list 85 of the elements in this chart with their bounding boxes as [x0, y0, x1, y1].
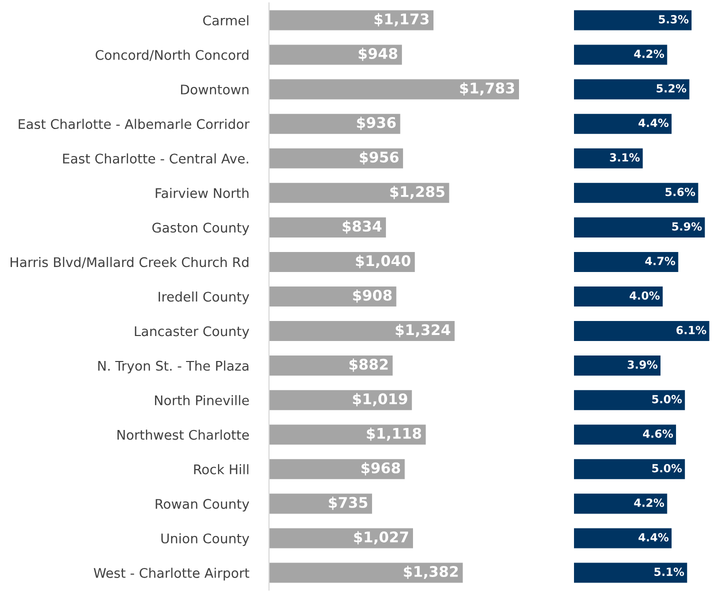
bar: [574, 10, 692, 30]
data-label: $1,040: [356, 254, 410, 268]
data-label: 5.1%: [654, 568, 684, 576]
bar: [574, 217, 705, 238]
bar: [574, 252, 678, 272]
data-label: 4.4%: [638, 118, 669, 128]
y-tick-label: Northwest Charlotte: [118, 430, 249, 440]
data-label: 4.0%: [630, 291, 660, 300]
bar: [269, 182, 450, 203]
data-label: $1,382: [404, 566, 458, 579]
data-label: 5.2%: [656, 84, 686, 93]
data-label: 4.2%: [634, 50, 664, 58]
y-tick-label: Downtown: [181, 84, 248, 94]
data-label: $1,324: [396, 324, 450, 338]
data-label: 4.2%: [634, 498, 664, 507]
bar: [269, 528, 413, 548]
y-tick-label: North Pineville: [155, 395, 249, 406]
data-label: 6.1%: [676, 326, 706, 334]
data-label: $1,783: [460, 82, 514, 96]
data-label: $968: [362, 462, 400, 476]
data-label: 4.7%: [645, 256, 676, 266]
data-label: 5.0%: [652, 394, 682, 404]
data-label: $882: [349, 358, 388, 372]
bar: [269, 356, 393, 376]
bar: [574, 356, 660, 376]
y-tick-label: Rock Hill: [194, 464, 248, 474]
bar: [574, 528, 672, 548]
data-label: 5.3%: [658, 15, 688, 24]
y-tick-label: N. Tryon St. - The Plaza: [98, 360, 248, 374]
data-label: $1,027: [354, 531, 408, 544]
y-tick-label: Fairview North: [156, 188, 248, 198]
data-label: $1,118: [366, 428, 422, 441]
y-tick-label: Lancaster County: [134, 326, 250, 339]
bar: [574, 562, 688, 583]
data-label: $908: [353, 289, 392, 303]
data-label: $1,173: [374, 13, 429, 26]
bar: [269, 114, 400, 134]
bar: [574, 321, 710, 342]
bar: [269, 286, 396, 307]
data-label: $936: [357, 116, 396, 130]
bar: [269, 321, 455, 342]
y-tick-label: Carmel: [203, 15, 248, 26]
y-tick-label: East Charlotte - Central Ave.: [63, 153, 248, 164]
y-tick-label: Iredell County: [158, 291, 250, 304]
data-label: 4.4%: [638, 533, 669, 542]
data-label: 5.9%: [672, 222, 702, 231]
bar: [269, 494, 372, 514]
data-label: 3.1%: [610, 153, 640, 162]
data-label: $834: [342, 220, 382, 234]
bar: [269, 424, 426, 445]
bar: [574, 459, 685, 480]
data-label: $956: [360, 151, 399, 165]
data-label: 3.9%: [628, 360, 658, 369]
bar: [269, 459, 405, 480]
data-label: 5.0%: [652, 464, 682, 472]
bar: [269, 217, 386, 238]
bar: [574, 114, 672, 134]
bar: [574, 182, 698, 203]
bar: [269, 252, 415, 272]
bar: [574, 286, 663, 307]
bar: [574, 424, 676, 445]
data-label: 4.6%: [643, 429, 673, 438]
bar: [574, 494, 668, 514]
bar: [269, 390, 412, 410]
data-label: $948: [358, 48, 398, 61]
bar: [269, 562, 463, 583]
bar: [269, 148, 404, 168]
data-label: $1,285: [390, 186, 444, 200]
bar: [269, 44, 402, 65]
bar: [574, 79, 690, 100]
data-label: $735: [328, 496, 368, 510]
y-tick-label: Union County: [161, 533, 250, 546]
y-tick-label: Gaston County: [152, 222, 250, 236]
bar: [269, 79, 519, 100]
y-tick-label: Concord/North Concord: [96, 50, 248, 62]
y-tick-label: Rowan County: [156, 498, 250, 512]
y-tick-label: West - Charlotte Airport: [94, 568, 250, 581]
bar: [574, 44, 668, 65]
y-tick-label: Harris Blvd/Mallard Creek Church Rd: [10, 256, 248, 268]
bar: [574, 390, 685, 410]
bar: [574, 148, 643, 168]
y-tick-label: East Charlotte - Albemarle Corridor: [18, 118, 250, 130]
data-label: $1,019: [352, 393, 408, 406]
bar: [269, 10, 434, 30]
data-label: 5.6%: [666, 188, 696, 196]
